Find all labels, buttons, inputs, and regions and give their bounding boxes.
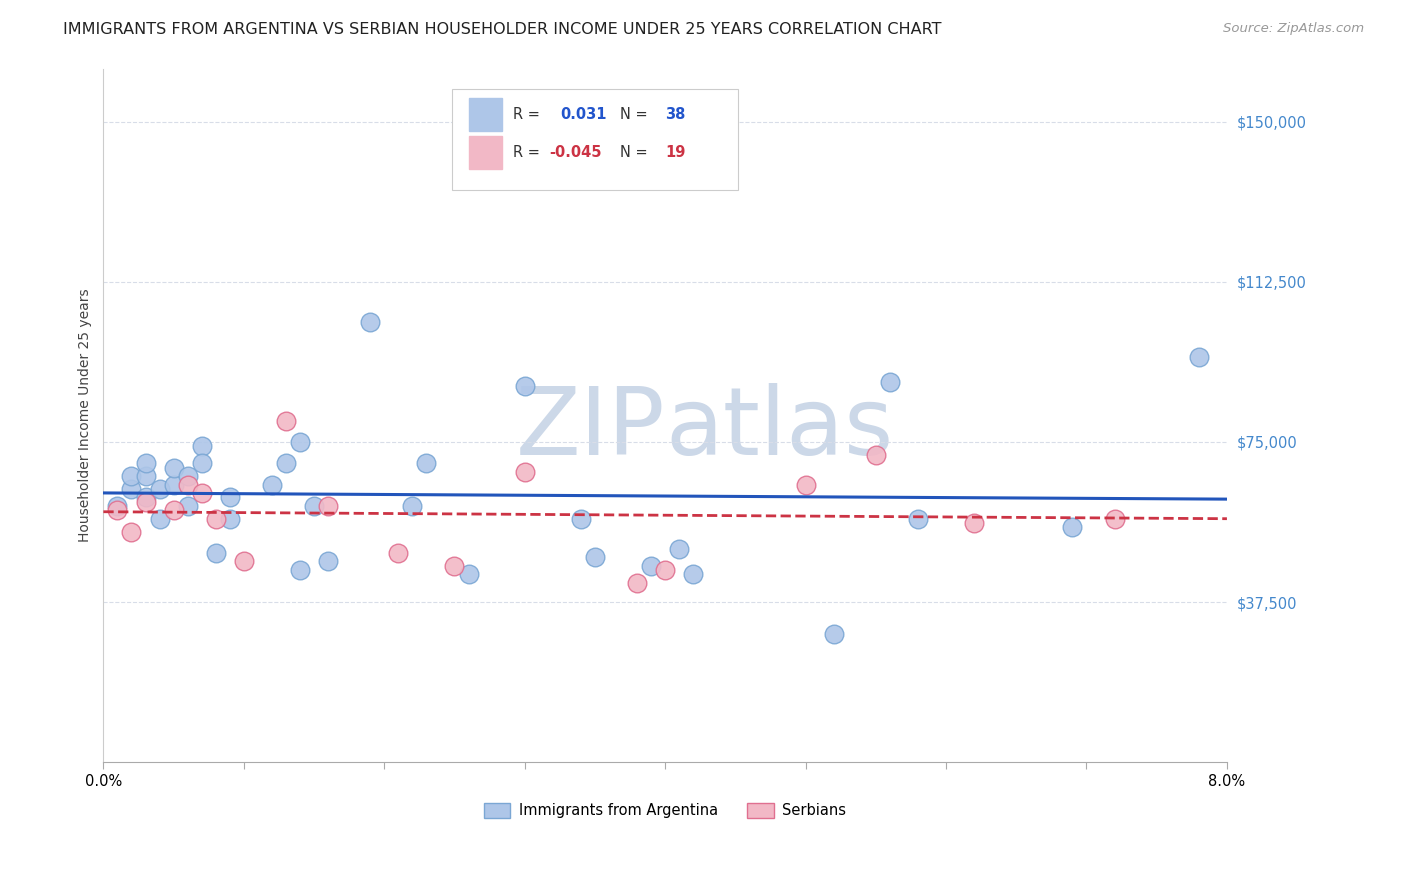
Legend: Immigrants from Argentina, Serbians: Immigrants from Argentina, Serbians — [478, 797, 852, 824]
Text: R =: R = — [513, 145, 546, 160]
Point — [176, 469, 198, 483]
Point — [218, 512, 240, 526]
Text: Source: ZipAtlas.com: Source: ZipAtlas.com — [1223, 22, 1364, 36]
Point — [274, 414, 297, 428]
Text: IMMIGRANTS FROM ARGENTINA VS SERBIAN HOUSEHOLDER INCOME UNDER 25 YEARS CORRELATI: IMMIGRANTS FROM ARGENTINA VS SERBIAN HOU… — [63, 22, 942, 37]
Point — [640, 558, 662, 573]
Point — [218, 491, 240, 505]
Point — [288, 563, 311, 577]
Text: 0.031: 0.031 — [561, 107, 607, 122]
Text: 19: 19 — [665, 145, 686, 160]
Point — [1188, 350, 1211, 364]
Point — [682, 567, 704, 582]
Point — [162, 503, 184, 517]
Point — [204, 512, 226, 526]
Point — [274, 456, 297, 470]
Text: N =: N = — [620, 107, 652, 122]
Point — [121, 482, 143, 496]
Point — [302, 499, 325, 513]
Point — [316, 499, 339, 513]
Point — [204, 546, 226, 560]
Point — [569, 512, 592, 526]
Point — [457, 567, 479, 582]
Text: -0.045: -0.045 — [550, 145, 602, 160]
Point — [907, 512, 929, 526]
Point — [583, 550, 606, 565]
Point — [176, 499, 198, 513]
Text: 38: 38 — [665, 107, 686, 122]
Point — [415, 456, 437, 470]
Point — [190, 456, 212, 470]
Point — [316, 554, 339, 568]
Point — [963, 516, 986, 530]
Point — [513, 379, 536, 393]
Bar — [468, 97, 502, 131]
Point — [1062, 520, 1084, 534]
Point — [794, 477, 817, 491]
Point — [134, 469, 156, 483]
Bar — [468, 97, 502, 131]
Point — [134, 456, 156, 470]
Point — [626, 575, 648, 590]
Text: R =: R = — [513, 107, 546, 122]
Point — [162, 477, 184, 491]
Point — [288, 434, 311, 449]
Point — [134, 491, 156, 505]
Point — [1104, 512, 1126, 526]
Point — [359, 316, 381, 330]
Text: atlas: atlas — [665, 384, 893, 475]
Text: N =: N = — [620, 145, 652, 160]
Point — [260, 477, 283, 491]
Point — [513, 465, 536, 479]
Point — [148, 512, 170, 526]
Y-axis label: Householder Income Under 25 years: Householder Income Under 25 years — [79, 288, 93, 542]
Point — [232, 554, 254, 568]
FancyBboxPatch shape — [451, 89, 738, 190]
Point — [668, 541, 690, 556]
Point — [443, 558, 465, 573]
Point — [190, 439, 212, 453]
Point — [654, 563, 676, 577]
Point — [148, 482, 170, 496]
Point — [190, 486, 212, 500]
Bar — [468, 136, 502, 169]
Point — [162, 460, 184, 475]
Point — [387, 546, 409, 560]
Point — [823, 627, 845, 641]
Point — [865, 448, 887, 462]
Point — [134, 494, 156, 508]
Point — [176, 477, 198, 491]
Point — [121, 469, 143, 483]
Point — [401, 499, 423, 513]
Point — [121, 524, 143, 539]
Point — [107, 503, 129, 517]
Point — [107, 499, 129, 513]
Text: ZIP: ZIP — [516, 384, 665, 475]
Bar — [468, 136, 502, 169]
Point — [879, 376, 901, 390]
